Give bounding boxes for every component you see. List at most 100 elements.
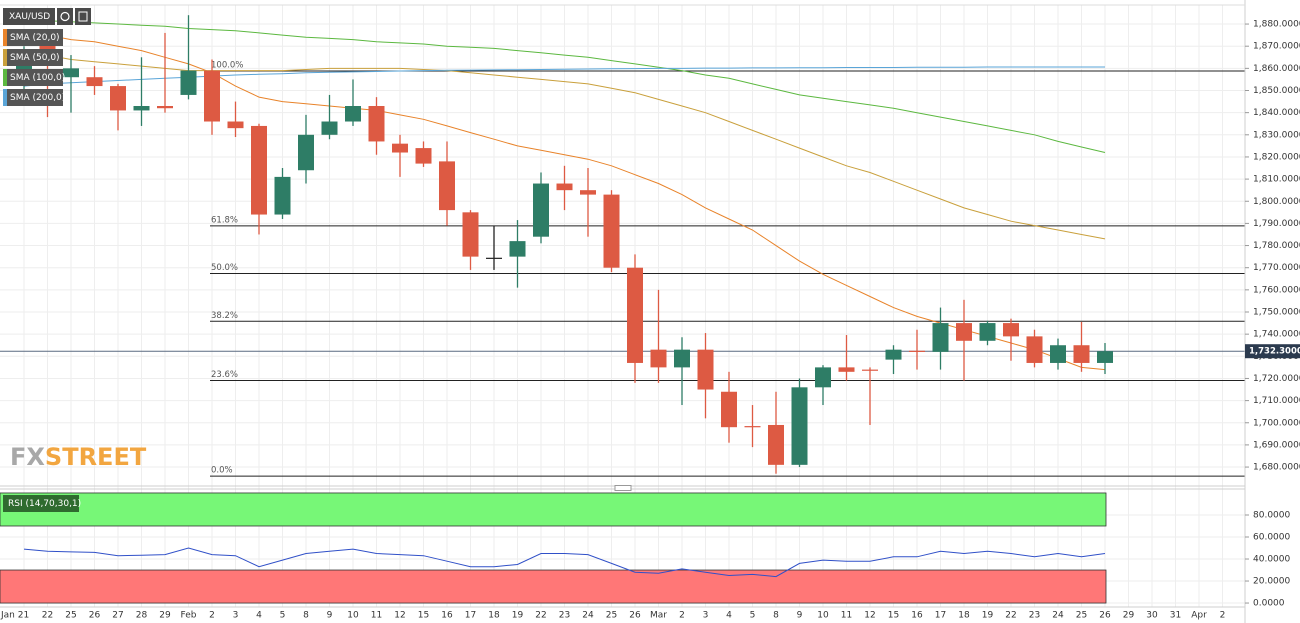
x-tick-label: 11 [841, 611, 852, 621]
sma-line [23, 19, 1106, 153]
candle-body [791, 387, 808, 465]
y-tick-label: 1,880.0000 [1253, 20, 1300, 30]
x-tick-label: 15 [418, 611, 429, 621]
y-tick-label: 1,700.0000 [1253, 418, 1300, 428]
y-tick-label: 1,780.0000 [1253, 241, 1300, 251]
watermark-street: STREET [45, 443, 147, 471]
candle-body [1050, 345, 1066, 363]
divider-handle[interactable] [614, 485, 632, 491]
sma-line [23, 32, 1106, 371]
candle-body [838, 367, 855, 372]
legend-box [3, 29, 63, 46]
x-tick-label: 12 [394, 611, 405, 621]
x-tick-label: 17 [465, 611, 476, 621]
x-tick-label: 23 [559, 611, 570, 621]
legend-box [3, 89, 63, 106]
x-tick-label: 18 [488, 611, 500, 621]
y-tick-label: 1,860.0000 [1253, 64, 1300, 74]
legend-label: SMA (200,0) [10, 93, 65, 103]
watermark: FXSTREET [10, 443, 147, 471]
x-tick-label: 15 [888, 611, 899, 621]
candle-body [345, 106, 361, 122]
x-tick-label: 8 [773, 611, 779, 621]
x-tick-label: 26 [629, 611, 641, 621]
candle-body [956, 323, 972, 341]
x-tick-label: 22 [1005, 611, 1016, 621]
rsi-band [0, 492, 1107, 527]
symbol-title: XAU/USD [9, 12, 50, 22]
symbol-box[interactable] [3, 8, 55, 25]
x-tick-label: 26 [89, 611, 101, 621]
candle-body [227, 121, 244, 129]
legend-box [3, 49, 63, 66]
candle-body [462, 212, 479, 257]
y-tick-label: 40.0000 [1253, 555, 1290, 565]
legend-label: SMA (100,0) [10, 73, 65, 83]
candle-body [721, 391, 737, 428]
x-tick-label: 25 [606, 611, 617, 621]
candle-body [697, 349, 714, 390]
candle-body [133, 106, 150, 111]
x-tick-label: 31 [1170, 611, 1181, 621]
y-tick-label: 1,750.0000 [1253, 308, 1300, 318]
y-tick-label: 1,790.0000 [1253, 219, 1300, 229]
last-price-label: 1,732.3000 [1249, 347, 1300, 357]
x-tick-label: 18 [958, 611, 970, 621]
y-tick-label: 1,690.0000 [1253, 440, 1300, 450]
candle-body [180, 70, 197, 95]
fib-label: 61.8% [211, 215, 238, 225]
candle-body [157, 106, 173, 109]
x-tick-label: 19 [512, 611, 524, 621]
fib-label: 23.6% [211, 370, 238, 380]
y-tick-label: 1,850.0000 [1253, 86, 1300, 96]
y-tick-label: 1,870.0000 [1253, 42, 1300, 52]
watermark-fx: FX [10, 443, 45, 471]
x-tick-label: 2 [1220, 611, 1226, 621]
x-tick-label: Jan 21 [0, 611, 29, 621]
y-tick-label: 1,820.0000 [1253, 152, 1300, 162]
candle-body [368, 106, 385, 142]
candle-body [63, 68, 79, 78]
plot: 100.0% 61.8% 50.0% 38.2% 23.6% 0.0% [0, 15, 1245, 604]
x-tick-label: 28 [136, 611, 148, 621]
x-tick-label: 29 [159, 611, 171, 621]
x-tick-label: 10 [347, 611, 359, 621]
x-tick-label: 5 [280, 611, 286, 621]
legend-swatch [3, 49, 7, 66]
candle-body [603, 194, 620, 268]
candle-body [392, 143, 408, 153]
candle-body [321, 121, 338, 135]
y-tick-label: 1,770.0000 [1253, 263, 1300, 273]
legend-box [3, 495, 79, 512]
y-tick-label: 1,830.0000 [1253, 130, 1300, 140]
candle-body [439, 161, 455, 211]
candle-body [509, 241, 526, 257]
x-tick-label: Feb [181, 611, 197, 621]
candle-body [862, 369, 878, 371]
candle-body [415, 148, 432, 164]
candle-body [1003, 323, 1019, 337]
x-tick-label: 23 [1029, 611, 1040, 621]
candle-body [298, 134, 314, 171]
candle-body [251, 125, 267, 215]
fib-label: 0.0% [211, 466, 233, 476]
legend: XAU/USD SMA (20,0) SMA (50,0) SMA (100,0) S… [3, 8, 91, 512]
candle-body [744, 426, 761, 428]
legend-box [3, 69, 63, 86]
candle-body [768, 424, 784, 465]
y-tick-label: 1,810.0000 [1253, 175, 1300, 185]
candle-body [979, 323, 996, 341]
x-tick-label: 25 [1076, 611, 1087, 621]
legend-label: SMA (50,0) [10, 53, 60, 63]
legend-swatch [3, 29, 7, 46]
candle-body [86, 77, 103, 87]
fib-label: 100.0% [211, 61, 243, 71]
refresh-button[interactable] [57, 8, 73, 25]
candle-body [274, 176, 291, 215]
settings-button[interactable] [75, 8, 91, 25]
candle-body [556, 183, 573, 191]
x-tick-label: 4 [726, 611, 732, 621]
legend-label: SMA (20,0) [10, 33, 60, 43]
